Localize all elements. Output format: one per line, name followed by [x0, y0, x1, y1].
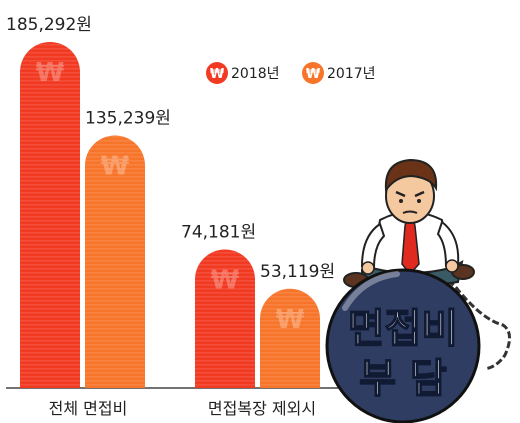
- value-label-2018년-1: 74,181원: [181, 222, 256, 242]
- bar-won-icon-2018년-1: ₩: [211, 265, 240, 295]
- labels-layer: 185,292원 74,181원 135,239원 53,119원: [6, 15, 335, 282]
- legend-2018-icon: [206, 62, 228, 84]
- bar-won-icon-2017년-0: ₩: [101, 151, 130, 181]
- ball-text-line1: 면접비: [348, 306, 458, 352]
- category-label-0: 전체 면접비: [49, 399, 128, 418]
- legend: ₩ 2018년 ₩ 2017년: [206, 62, 376, 84]
- bar-stripes-2018년-1: [195, 249, 255, 388]
- value-label-2018년-0: 185,292원: [6, 15, 92, 35]
- bar-stripes-2017년-0: [85, 135, 145, 388]
- category-label-1: 면접복장 제외시: [208, 399, 316, 418]
- bar-stripes-2017년-1: [260, 288, 320, 388]
- ball-text-line2: 부 담: [359, 356, 447, 402]
- bar-won-icon-2018년-0: ₩: [36, 58, 65, 88]
- legend-2017-won-icon: ₩: [306, 67, 321, 82]
- bar-won-icon-2017년-1: ₩: [276, 305, 305, 335]
- value-label-2017년-0: 135,239원: [85, 108, 171, 128]
- weight-ball: [325, 268, 481, 423]
- bar-stripes-2018년-0: [20, 42, 80, 388]
- legend-2017-icon: [302, 62, 324, 84]
- bars-layer: ₩ ₩ ₩ ₩: [20, 42, 320, 388]
- legend-2018-won-icon: ₩: [210, 67, 225, 82]
- legend-label-2018: 2018년: [231, 66, 280, 82]
- businessman-illustration: 면접비 부 담: [325, 158, 511, 423]
- legend-label-2017: 2017년: [327, 66, 376, 82]
- value-label-2017년-1: 53,119원: [260, 262, 335, 282]
